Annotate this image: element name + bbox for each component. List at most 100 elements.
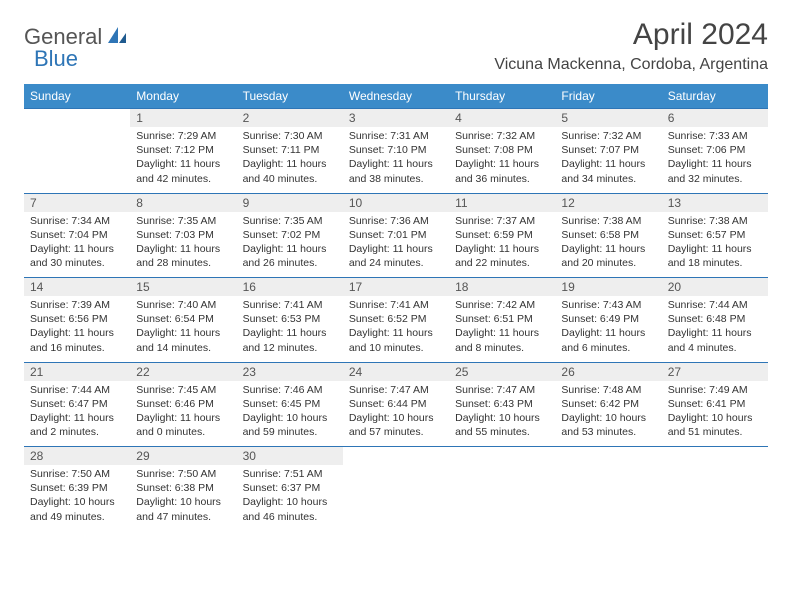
weekday-header: Friday xyxy=(555,84,661,109)
day-content-cell xyxy=(662,465,768,531)
day-number-cell: 23 xyxy=(237,362,343,381)
day-content-cell: Sunrise: 7:35 AMSunset: 7:03 PMDaylight:… xyxy=(130,212,236,278)
sunset-line: Sunset: 7:12 PM xyxy=(136,143,230,157)
day-number-cell: 7 xyxy=(24,193,130,212)
day-number-cell: 18 xyxy=(449,278,555,297)
title-block: April 2024 Vicuna Mackenna, Cordoba, Arg… xyxy=(494,18,768,74)
sunset-line: Sunset: 6:51 PM xyxy=(455,312,549,326)
day-number-cell: 4 xyxy=(449,109,555,128)
day-number-cell: 6 xyxy=(662,109,768,128)
sunset-line: Sunset: 7:03 PM xyxy=(136,228,230,242)
day-content-cell: Sunrise: 7:40 AMSunset: 6:54 PMDaylight:… xyxy=(130,296,236,362)
daylight-line: Daylight: 11 hours and 0 minutes. xyxy=(136,411,230,439)
day-content-cell: Sunrise: 7:32 AMSunset: 7:07 PMDaylight:… xyxy=(555,127,661,193)
day-content-cell: Sunrise: 7:50 AMSunset: 6:39 PMDaylight:… xyxy=(24,465,130,531)
sunset-line: Sunset: 7:06 PM xyxy=(668,143,762,157)
sunrise-line: Sunrise: 7:49 AM xyxy=(668,383,762,397)
weekday-header: Thursday xyxy=(449,84,555,109)
day-content-cell: Sunrise: 7:35 AMSunset: 7:02 PMDaylight:… xyxy=(237,212,343,278)
daylight-line: Daylight: 11 hours and 36 minutes. xyxy=(455,157,549,185)
sunrise-line: Sunrise: 7:44 AM xyxy=(668,298,762,312)
sunset-line: Sunset: 7:07 PM xyxy=(561,143,655,157)
sunset-line: Sunset: 6:38 PM xyxy=(136,481,230,495)
day-content-cell xyxy=(555,465,661,531)
day-content-cell: Sunrise: 7:45 AMSunset: 6:46 PMDaylight:… xyxy=(130,381,236,447)
day-number-cell: 17 xyxy=(343,278,449,297)
day-number-cell: 9 xyxy=(237,193,343,212)
sunrise-line: Sunrise: 7:47 AM xyxy=(455,383,549,397)
sunrise-line: Sunrise: 7:30 AM xyxy=(243,129,337,143)
day-number-cell xyxy=(24,109,130,128)
day-number-cell: 19 xyxy=(555,278,661,297)
daylight-line: Daylight: 10 hours and 55 minutes. xyxy=(455,411,549,439)
sunrise-line: Sunrise: 7:42 AM xyxy=(455,298,549,312)
daylight-line: Daylight: 10 hours and 57 minutes. xyxy=(349,411,443,439)
day-number-cell: 3 xyxy=(343,109,449,128)
sunset-line: Sunset: 6:41 PM xyxy=(668,397,762,411)
daylight-line: Daylight: 11 hours and 12 minutes. xyxy=(243,326,337,354)
day-number-cell xyxy=(662,447,768,466)
day-content-cell: Sunrise: 7:43 AMSunset: 6:49 PMDaylight:… xyxy=(555,296,661,362)
sunrise-line: Sunrise: 7:47 AM xyxy=(349,383,443,397)
day-number-row: 78910111213 xyxy=(24,193,768,212)
sunset-line: Sunset: 6:44 PM xyxy=(349,397,443,411)
day-number-cell: 27 xyxy=(662,362,768,381)
sunrise-line: Sunrise: 7:50 AM xyxy=(30,467,124,481)
sunrise-line: Sunrise: 7:32 AM xyxy=(561,129,655,143)
sunset-line: Sunset: 6:49 PM xyxy=(561,312,655,326)
day-content-cell: Sunrise: 7:44 AMSunset: 6:47 PMDaylight:… xyxy=(24,381,130,447)
day-content-row: Sunrise: 7:39 AMSunset: 6:56 PMDaylight:… xyxy=(24,296,768,362)
day-content-cell: Sunrise: 7:39 AMSunset: 6:56 PMDaylight:… xyxy=(24,296,130,362)
sunset-line: Sunset: 6:42 PM xyxy=(561,397,655,411)
sunrise-line: Sunrise: 7:48 AM xyxy=(561,383,655,397)
day-number-cell: 2 xyxy=(237,109,343,128)
sunrise-line: Sunrise: 7:51 AM xyxy=(243,467,337,481)
sunrise-line: Sunrise: 7:39 AM xyxy=(30,298,124,312)
day-number-cell: 12 xyxy=(555,193,661,212)
day-content-cell: Sunrise: 7:44 AMSunset: 6:48 PMDaylight:… xyxy=(662,296,768,362)
sunrise-line: Sunrise: 7:45 AM xyxy=(136,383,230,397)
sunset-line: Sunset: 6:39 PM xyxy=(30,481,124,495)
daylight-line: Daylight: 10 hours and 51 minutes. xyxy=(668,411,762,439)
weekday-header: Sunday xyxy=(24,84,130,109)
daylight-line: Daylight: 11 hours and 10 minutes. xyxy=(349,326,443,354)
month-title: April 2024 xyxy=(494,18,768,52)
day-content-cell: Sunrise: 7:34 AMSunset: 7:04 PMDaylight:… xyxy=(24,212,130,278)
day-content-cell: Sunrise: 7:46 AMSunset: 6:45 PMDaylight:… xyxy=(237,381,343,447)
daylight-line: Daylight: 11 hours and 6 minutes. xyxy=(561,326,655,354)
day-content-row: Sunrise: 7:29 AMSunset: 7:12 PMDaylight:… xyxy=(24,127,768,193)
daylight-line: Daylight: 11 hours and 30 minutes. xyxy=(30,242,124,270)
day-content-cell: Sunrise: 7:29 AMSunset: 7:12 PMDaylight:… xyxy=(130,127,236,193)
daylight-line: Daylight: 10 hours and 46 minutes. xyxy=(243,495,337,523)
sunset-line: Sunset: 7:02 PM xyxy=(243,228,337,242)
day-number-cell: 16 xyxy=(237,278,343,297)
sunrise-line: Sunrise: 7:32 AM xyxy=(455,129,549,143)
daylight-line: Daylight: 11 hours and 2 minutes. xyxy=(30,411,124,439)
day-number-cell: 10 xyxy=(343,193,449,212)
sunset-line: Sunset: 6:58 PM xyxy=(561,228,655,242)
daylight-line: Daylight: 11 hours and 8 minutes. xyxy=(455,326,549,354)
sunrise-line: Sunrise: 7:35 AM xyxy=(243,214,337,228)
day-number-row: 14151617181920 xyxy=(24,278,768,297)
header: General April 2024 Vicuna Mackenna, Cord… xyxy=(24,18,768,74)
day-content-row: Sunrise: 7:50 AMSunset: 6:39 PMDaylight:… xyxy=(24,465,768,531)
day-content-cell: Sunrise: 7:32 AMSunset: 7:08 PMDaylight:… xyxy=(449,127,555,193)
sunset-line: Sunset: 7:04 PM xyxy=(30,228,124,242)
day-content-cell: Sunrise: 7:42 AMSunset: 6:51 PMDaylight:… xyxy=(449,296,555,362)
day-number-cell: 20 xyxy=(662,278,768,297)
day-number-row: 282930 xyxy=(24,447,768,466)
sunrise-line: Sunrise: 7:50 AM xyxy=(136,467,230,481)
daylight-line: Daylight: 11 hours and 22 minutes. xyxy=(455,242,549,270)
daylight-line: Daylight: 10 hours and 53 minutes. xyxy=(561,411,655,439)
day-content-cell xyxy=(24,127,130,193)
weekday-header: Monday xyxy=(130,84,236,109)
sunset-line: Sunset: 6:57 PM xyxy=(668,228,762,242)
sunset-line: Sunset: 6:47 PM xyxy=(30,397,124,411)
sunset-line: Sunset: 7:10 PM xyxy=(349,143,443,157)
daylight-line: Daylight: 11 hours and 16 minutes. xyxy=(30,326,124,354)
day-number-cell: 13 xyxy=(662,193,768,212)
daylight-line: Daylight: 10 hours and 59 minutes. xyxy=(243,411,337,439)
day-number-cell xyxy=(449,447,555,466)
sunrise-line: Sunrise: 7:44 AM xyxy=(30,383,124,397)
day-number-cell: 1 xyxy=(130,109,236,128)
